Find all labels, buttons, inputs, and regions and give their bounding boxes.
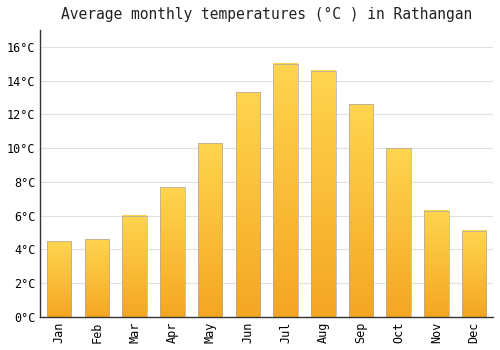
Bar	[274, 64, 298, 317]
Bar	[236, 92, 260, 317]
Title: Average monthly temperatures (°C ) in Rathangan: Average monthly temperatures (°C ) in Ra…	[61, 7, 472, 22]
Bar	[84, 239, 109, 317]
Bar	[348, 104, 374, 317]
Bar	[424, 211, 448, 317]
Bar	[462, 231, 486, 317]
Bar	[160, 187, 184, 317]
Bar	[198, 143, 222, 317]
Bar	[122, 216, 147, 317]
Bar	[47, 241, 72, 317]
Bar	[311, 71, 336, 317]
Bar	[386, 148, 411, 317]
